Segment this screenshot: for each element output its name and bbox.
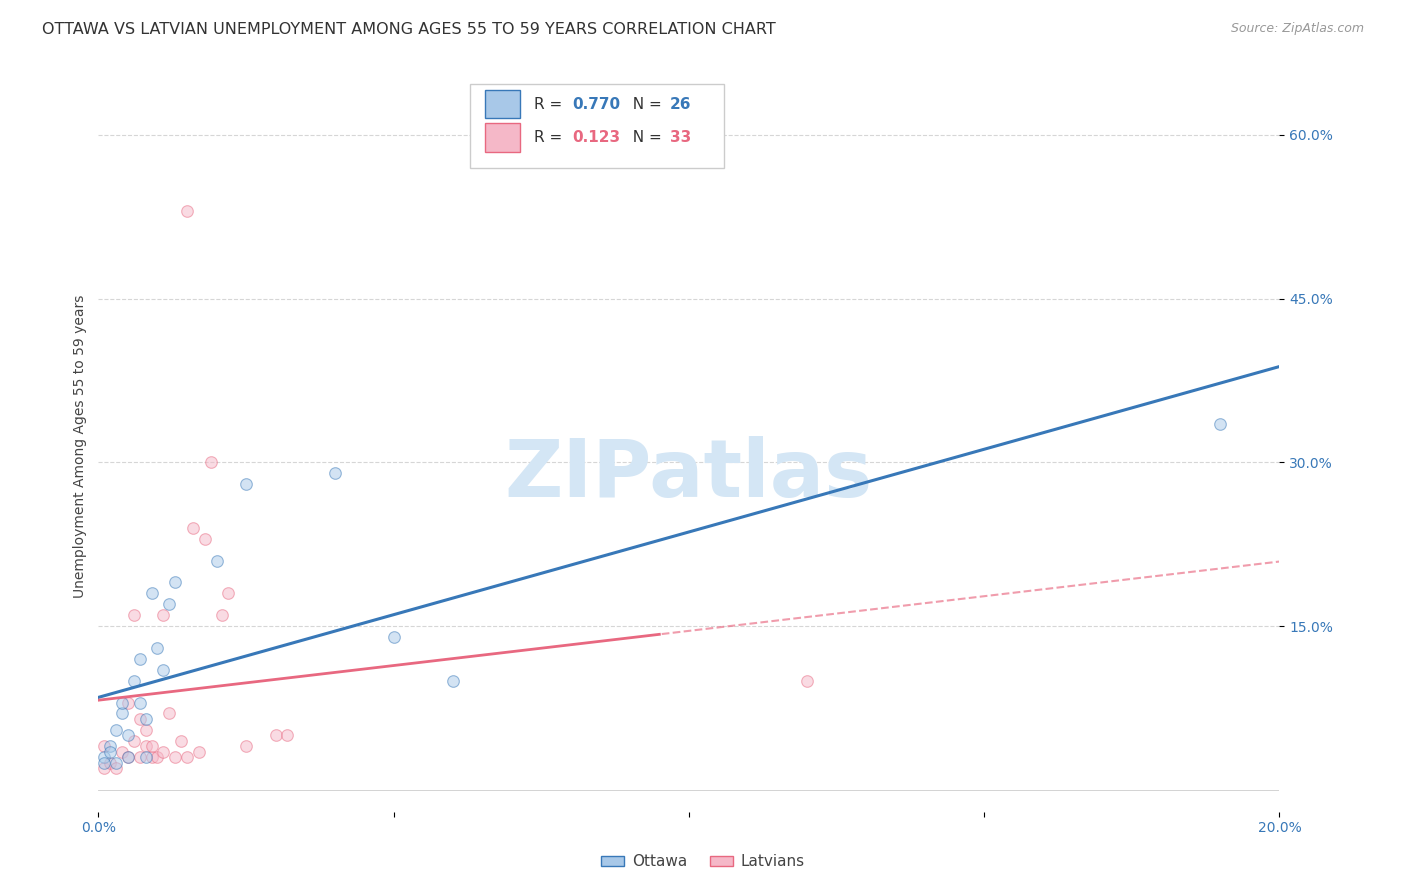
Point bbox=[187, 745, 209, 759]
Point bbox=[111, 706, 134, 721]
Text: 0.770: 0.770 bbox=[572, 96, 620, 112]
Point bbox=[128, 712, 150, 726]
Point bbox=[93, 750, 115, 764]
Point bbox=[276, 728, 298, 742]
Point bbox=[122, 733, 145, 747]
Point bbox=[93, 756, 115, 770]
FancyBboxPatch shape bbox=[471, 84, 724, 168]
Point bbox=[111, 696, 134, 710]
Y-axis label: Unemployment Among Ages 55 to 59 years: Unemployment Among Ages 55 to 59 years bbox=[73, 294, 87, 598]
Point bbox=[170, 733, 193, 747]
Point bbox=[200, 455, 222, 469]
Point bbox=[135, 739, 157, 754]
Text: N =: N = bbox=[623, 130, 666, 145]
Point bbox=[176, 750, 198, 764]
Point bbox=[323, 467, 346, 481]
FancyBboxPatch shape bbox=[485, 90, 520, 119]
Point bbox=[105, 723, 128, 737]
Point bbox=[205, 554, 228, 568]
Point bbox=[135, 712, 157, 726]
Point bbox=[1209, 417, 1232, 432]
Point bbox=[122, 608, 145, 623]
Point bbox=[141, 750, 163, 764]
Point bbox=[93, 761, 115, 775]
Point bbox=[152, 745, 174, 759]
Point bbox=[211, 608, 233, 623]
Text: Source: ZipAtlas.com: Source: ZipAtlas.com bbox=[1230, 22, 1364, 36]
Text: 26: 26 bbox=[671, 96, 692, 112]
Text: ZIPatlas: ZIPatlas bbox=[505, 436, 873, 515]
Point bbox=[105, 756, 128, 770]
Point bbox=[111, 745, 134, 759]
Point bbox=[141, 586, 163, 600]
Point bbox=[98, 745, 121, 759]
FancyBboxPatch shape bbox=[485, 123, 520, 152]
Point bbox=[181, 521, 204, 535]
Point bbox=[796, 673, 818, 688]
Text: R =: R = bbox=[534, 130, 568, 145]
Point bbox=[98, 739, 121, 754]
Text: 33: 33 bbox=[671, 130, 692, 145]
Point bbox=[141, 739, 163, 754]
Point bbox=[235, 477, 257, 491]
Point bbox=[176, 204, 198, 219]
Point bbox=[128, 696, 150, 710]
Point bbox=[128, 652, 150, 666]
Point bbox=[117, 696, 139, 710]
Point bbox=[152, 663, 174, 677]
Point bbox=[217, 586, 239, 600]
Text: N =: N = bbox=[623, 96, 666, 112]
Point bbox=[93, 739, 115, 754]
Text: R =: R = bbox=[534, 96, 568, 112]
Point bbox=[105, 761, 128, 775]
Point bbox=[146, 640, 169, 655]
Point bbox=[122, 673, 145, 688]
Text: 0.123: 0.123 bbox=[572, 130, 620, 145]
Point bbox=[157, 706, 180, 721]
Point bbox=[135, 750, 157, 764]
Point bbox=[264, 728, 287, 742]
Point bbox=[165, 750, 187, 764]
Point bbox=[382, 630, 405, 644]
Point bbox=[117, 750, 139, 764]
Point bbox=[165, 575, 187, 590]
Point bbox=[117, 750, 139, 764]
Text: OTTAWA VS LATVIAN UNEMPLOYMENT AMONG AGES 55 TO 59 YEARS CORRELATION CHART: OTTAWA VS LATVIAN UNEMPLOYMENT AMONG AGE… bbox=[42, 22, 776, 37]
Point bbox=[135, 723, 157, 737]
Point bbox=[128, 750, 150, 764]
Point bbox=[98, 756, 121, 770]
Point bbox=[146, 750, 169, 764]
Point bbox=[157, 597, 180, 611]
Point bbox=[194, 532, 217, 546]
Point bbox=[235, 739, 257, 754]
Legend: Ottawa, Latvians: Ottawa, Latvians bbox=[595, 848, 811, 875]
Point bbox=[441, 673, 464, 688]
Point bbox=[117, 728, 139, 742]
Point bbox=[152, 608, 174, 623]
